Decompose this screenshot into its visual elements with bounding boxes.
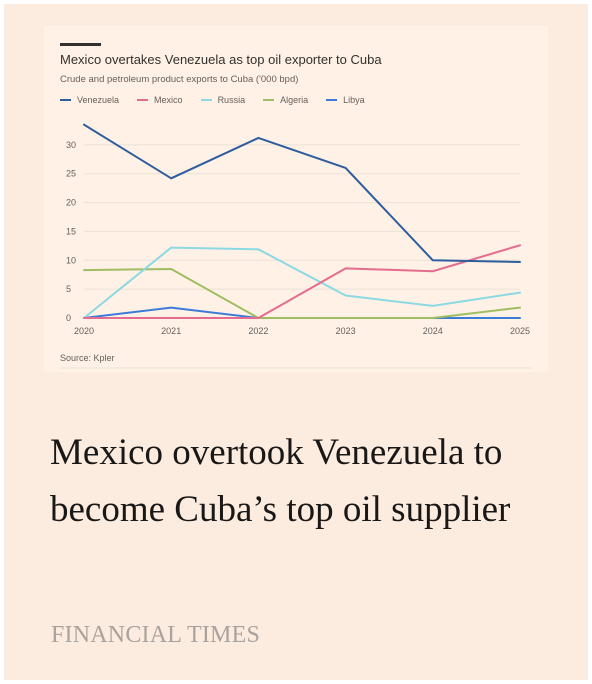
y-tick-label: 20 [66, 198, 76, 208]
y-tick-label: 30 [66, 140, 76, 150]
x-tick-label: 2021 [161, 326, 181, 336]
legend-swatch [60, 99, 71, 101]
chart-subtitle: Crude and petroleum product exports to C… [60, 74, 299, 85]
legend-item-libya: Libya [326, 95, 365, 105]
series-line-mexico [83, 244, 521, 319]
legend-swatch [137, 99, 149, 101]
legend-item-algeria: Algeria [263, 95, 308, 105]
chart-title: Mexico overtakes Venezuela as top oil ex… [60, 52, 382, 67]
chart-source: Source: Kpler [60, 353, 115, 363]
y-tick-label: 15 [66, 226, 76, 236]
legend-swatch [200, 99, 212, 101]
legend-label: Libya [343, 95, 365, 105]
publisher-logo: FINANCIAL TIMES [51, 622, 261, 648]
legend-label: Algeria [280, 95, 309, 105]
y-tick-label: 10 [66, 255, 76, 265]
x-tick-label: 2023 [336, 326, 356, 336]
legend-item-russia: Russia [200, 95, 246, 105]
y-tick-label: 25 [66, 169, 76, 179]
legend-item-mexico: Mexico [137, 95, 183, 105]
legend-label: Venezuela [77, 95, 120, 105]
chart-accent-bar [60, 43, 101, 46]
legend-label: Mexico [154, 95, 183, 105]
x-tick-label: 2020 [74, 326, 94, 336]
legend-swatch [326, 99, 338, 101]
x-tick-label: 2022 [248, 326, 268, 336]
y-tick-label: 0 [66, 313, 71, 323]
legend-label: Russia [217, 95, 246, 105]
chart-panel: Mexico overtakes Venezuela as top oil ex… [44, 26, 548, 372]
x-tick-label: 2025 [510, 326, 530, 336]
series-line-algeria [83, 267, 521, 319]
series-line-venezuela [83, 123, 521, 264]
chart-legend: Venezuela Mexico Russia Algeria Libya [60, 95, 383, 105]
article-headline[interactable]: Mexico overtook Venezuela to become Cuba… [50, 432, 511, 530]
y-tick-label: 5 [66, 284, 71, 294]
legend-swatch [263, 99, 275, 101]
series-line-russia [83, 246, 521, 319]
article-card[interactable]: Mexico overtakes Venezuela as top oil ex… [4, 4, 588, 680]
series-line-libya [83, 306, 521, 319]
x-tick-label: 2024 [423, 326, 443, 336]
legend-item-venezuela: Venezuela [60, 95, 119, 105]
